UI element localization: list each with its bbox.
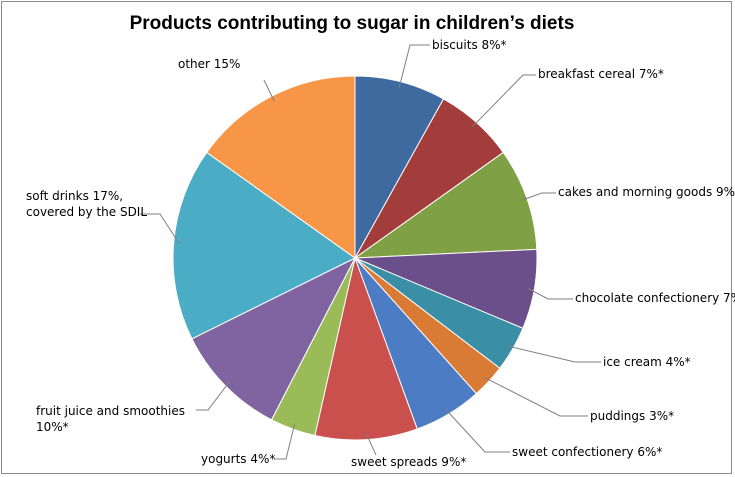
label-leader-line: [472, 74, 536, 128]
label-leader-line: [398, 44, 430, 88]
slice-label: breakfast cereal 7%*: [538, 67, 664, 81]
label-leader-line: [263, 79, 275, 102]
slice-label: yogurts 4%*: [201, 452, 275, 466]
label-leader-line: [507, 345, 601, 363]
label-leader-line: [445, 408, 510, 453]
label-leader-line: [365, 433, 377, 456]
slice-label: cakes and morning goods 9%*: [558, 185, 735, 199]
label-leader-line: [521, 192, 556, 201]
label-leader-line: [274, 423, 296, 460]
slice-label: puddings 3%*: [590, 409, 674, 423]
label-leader-line: [528, 288, 573, 300]
slice-label: chocolate confectionery 7%*: [575, 291, 735, 305]
slice-label: soft drinks 17%, covered by the SDIL: [26, 189, 147, 219]
slice-label: sweet confectionery 6%*: [512, 445, 662, 459]
pie-slice: [172, 151, 356, 340]
chart-title: Products contributing to sugar in childr…: [130, 13, 575, 34]
slice-label: biscuits 8%*: [432, 38, 507, 52]
label-leader-line: [196, 381, 230, 411]
slice-label: other 15%: [178, 57, 240, 71]
pie-slice: [191, 256, 357, 421]
label-leader-line: [140, 213, 181, 245]
pie-slice: [314, 256, 418, 441]
slice-label: ice cream 4%*: [603, 355, 691, 369]
label-leader-line: [484, 376, 588, 417]
slice-label: fruit juice and smoothies 10%*: [36, 404, 185, 434]
slice-label: sweet spreads 9%*: [351, 455, 466, 469]
